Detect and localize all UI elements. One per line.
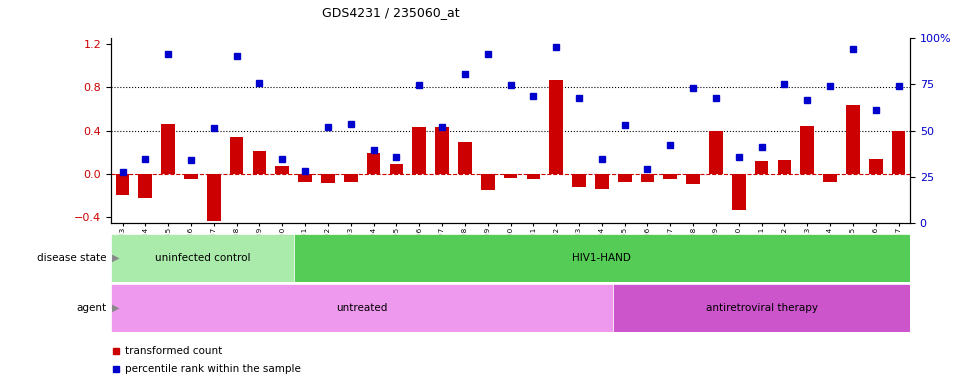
Bar <box>572 174 585 187</box>
Text: transformed count: transformed count <box>125 346 222 356</box>
Bar <box>111 284 613 332</box>
Bar <box>436 127 449 174</box>
Bar <box>823 174 837 182</box>
Bar <box>294 234 910 282</box>
Bar <box>389 164 403 174</box>
Bar <box>138 174 153 198</box>
Bar <box>111 234 294 282</box>
Bar <box>754 161 769 174</box>
Text: untreated: untreated <box>336 303 388 313</box>
Bar <box>613 284 910 332</box>
Bar <box>618 174 632 182</box>
Bar <box>458 142 471 174</box>
Bar <box>526 174 540 179</box>
Bar <box>321 174 335 183</box>
Bar <box>846 104 860 174</box>
Bar <box>664 174 677 179</box>
Text: agent: agent <box>76 303 106 313</box>
Bar <box>207 174 220 220</box>
Bar <box>344 174 357 182</box>
Text: GDS4231 / 235060_at: GDS4231 / 235060_at <box>322 6 460 19</box>
Bar <box>892 131 905 174</box>
Bar <box>503 174 518 178</box>
Text: ▶: ▶ <box>112 253 120 263</box>
Bar <box>550 79 563 174</box>
Bar <box>709 131 723 174</box>
Bar <box>367 153 381 174</box>
Bar <box>252 151 267 174</box>
Bar <box>732 174 746 210</box>
Bar <box>481 174 495 190</box>
Text: antiretroviral therapy: antiretroviral therapy <box>705 303 817 313</box>
Bar <box>185 174 198 179</box>
Bar <box>412 127 426 174</box>
Bar <box>686 174 700 184</box>
Bar <box>640 174 654 182</box>
Text: uninfected control: uninfected control <box>155 253 250 263</box>
Bar <box>275 166 289 174</box>
Bar <box>161 124 175 174</box>
Text: ▶: ▶ <box>112 303 120 313</box>
Bar <box>230 137 243 174</box>
Bar <box>801 126 814 174</box>
Text: disease state: disease state <box>37 253 106 263</box>
Bar <box>595 174 609 189</box>
Text: HIV1-HAND: HIV1-HAND <box>573 253 631 263</box>
Bar <box>868 159 883 174</box>
Bar <box>116 174 129 195</box>
Bar <box>298 174 312 182</box>
Bar <box>778 160 791 174</box>
Text: percentile rank within the sample: percentile rank within the sample <box>125 364 301 374</box>
